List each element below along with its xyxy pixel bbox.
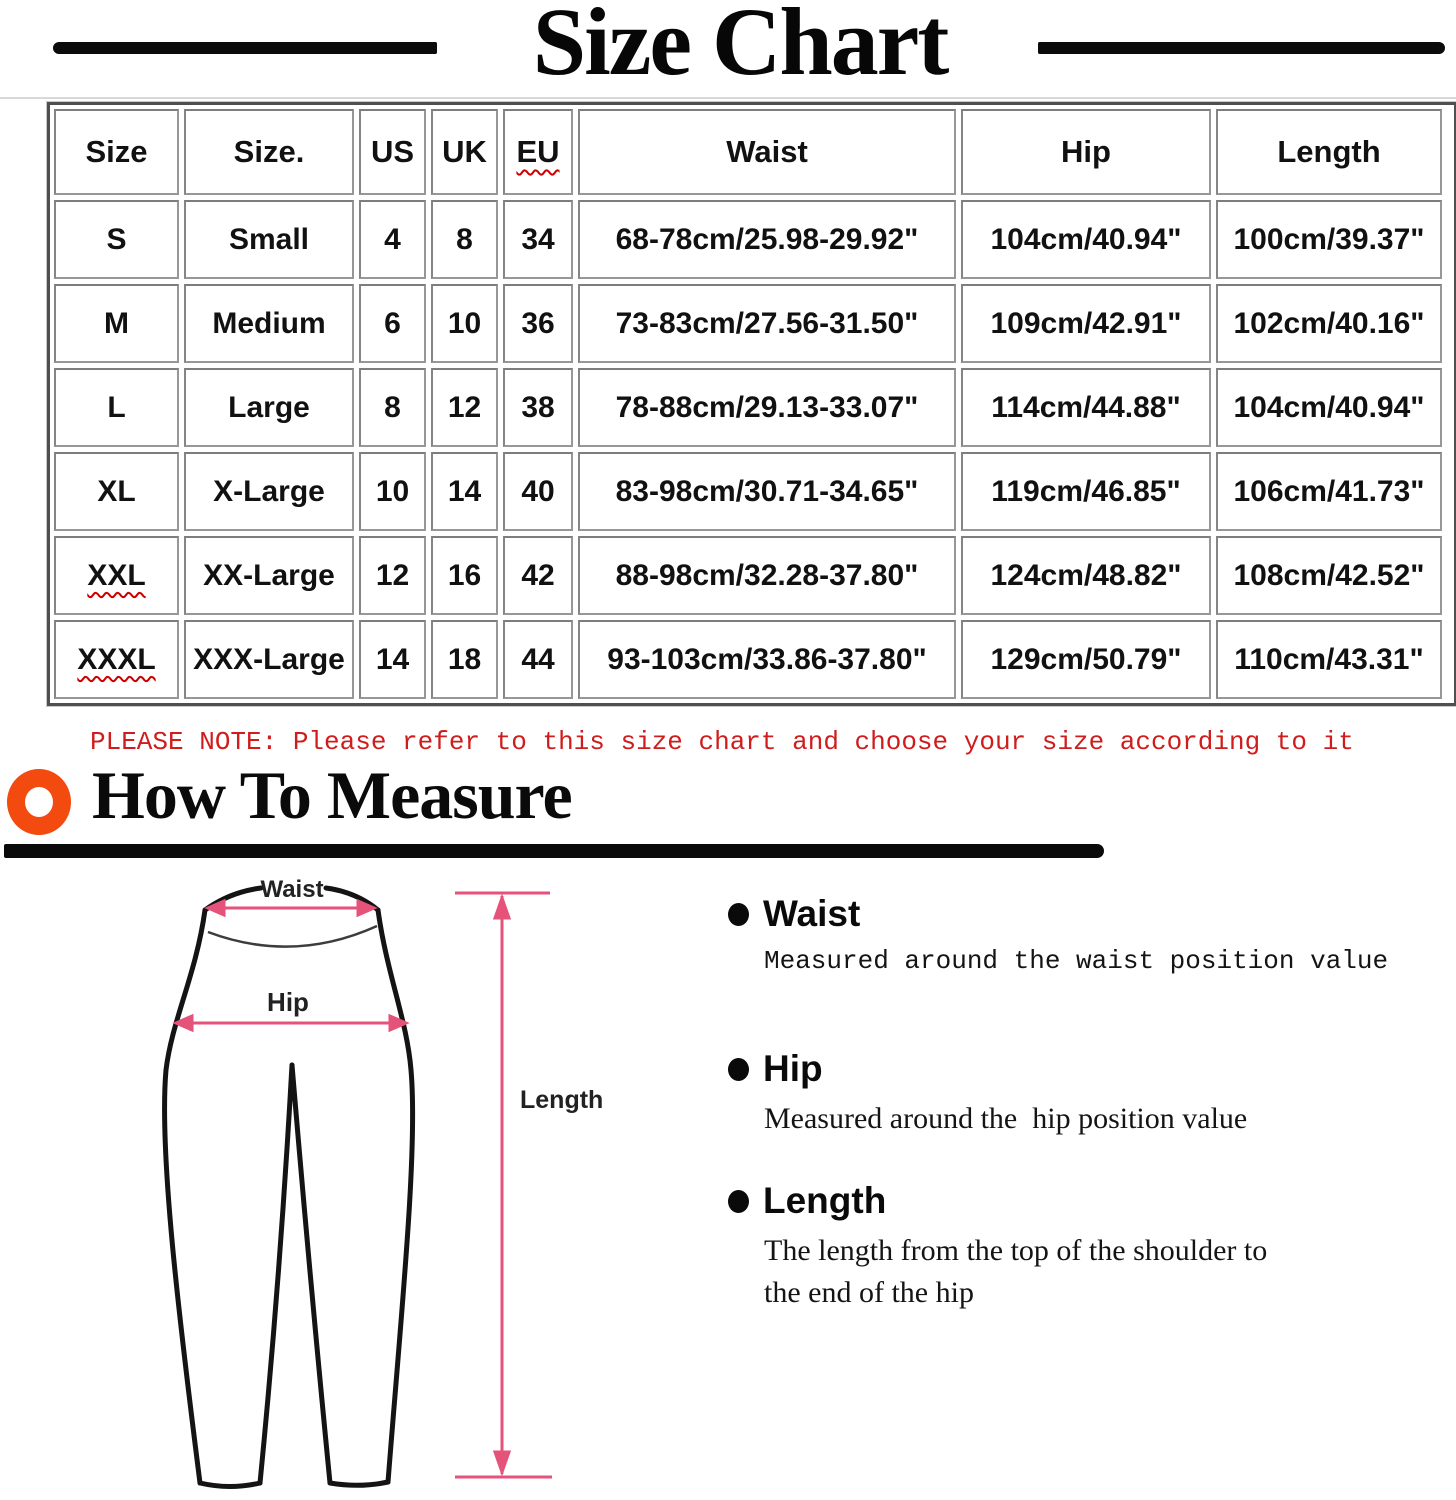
measure-item-label: Length [763,1180,887,1221]
column-header-size: Size [54,109,179,195]
column-header-hip: Hip [961,109,1211,195]
table-cell: 68-78cm/25.98-29.92" [578,200,956,279]
measure-item-hip: Hip Measured around the hip position val… [728,1048,1428,1140]
table-cell: 14 [359,620,426,699]
table-cell: XL [54,452,179,531]
diagram-waist-label: Waist [260,876,323,903]
table-cell: L [54,368,179,447]
table-cell: 119cm/46.85" [961,452,1211,531]
table-cell: XXX-Large [184,620,354,699]
table-cell: X-Large [184,452,354,531]
table-cell: 42 [503,536,573,615]
table-cell: Small [184,200,354,279]
table-cell: 18 [431,620,498,699]
measure-item-description: Measured around the waist position value [764,946,1389,976]
measure-item-length: Length The length from the top of the sh… [728,1180,1428,1314]
bullet-icon [728,1189,749,1213]
table-cell: 10 [431,284,498,363]
table-cell: Large [184,368,354,447]
table-cell: 12 [359,536,426,615]
waistband-line [207,924,378,948]
measure-item-label: Waist [763,893,861,934]
ring-icon [7,769,71,835]
table-cell: 14 [431,452,498,531]
table-cell: 110cm/43.31" [1216,620,1442,699]
table-cell: 10 [359,452,426,531]
title-left-bar [53,42,437,54]
table-cell: 93-103cm/33.86-37.80" [578,620,956,699]
table-cell: 88-98cm/32.28-37.80" [578,536,956,615]
table-cell: S [54,200,179,279]
column-header-length: Length [1216,109,1442,195]
column-header-uk: UK [431,109,498,195]
column-header-waist: Waist [578,109,956,195]
table-cell: 8 [431,200,498,279]
page-title: Size Chart [532,0,950,95]
table-cell: 34 [503,200,573,279]
table-cell: 78-88cm/29.13-33.07" [578,368,956,447]
measure-item-waist: Waist Measured around the waist position… [728,893,1428,979]
table-cell: 44 [503,620,573,699]
table-cell: M [54,284,179,363]
table-cell: 16 [431,536,498,615]
pants-measurement-diagram: Waist Hip Length [162,876,603,1489]
table-cell: 129cm/50.79" [961,620,1211,699]
column-header-size-name: Size. [184,109,354,195]
diagram-length-label: Length [520,1086,603,1114]
table-cell: XX-Large [184,536,354,615]
size-chart-table: Size Size. US UK EU Waist Hip Length S S… [46,101,1456,707]
table-cell: 73-83cm/27.56-31.50" [578,284,956,363]
table-cell: 36 [503,284,573,363]
table-cell: 12 [431,368,498,447]
measure-item-description: Measured around the hip position value [764,1102,1248,1135]
bullet-icon [728,902,749,926]
table-cell: 83-98cm/30.71-34.65" [578,452,956,531]
title-divider [0,97,1456,99]
measurement-arrows [172,891,552,1479]
measure-item-description: The length from the top of the shoulder … [764,1234,1268,1309]
how-to-measure-divider [4,844,1104,858]
table-cell: XXL [54,536,179,615]
column-header-eu: EU [503,109,573,195]
how-to-measure-title: How To Measure [92,757,573,833]
table-cell: 108cm/42.52" [1216,536,1442,615]
table-cell: 38 [503,368,573,447]
table-cell: 100cm/39.37" [1216,200,1442,279]
table-cell: 109cm/42.91" [961,284,1211,363]
table-cell: 124cm/48.82" [961,536,1211,615]
size-note: PLEASE NOTE: Please refer to this size c… [90,727,1354,757]
table-cell: XXXL [54,620,179,699]
title-right-bar [1038,42,1445,54]
pants-outline [162,885,416,1489]
table-cell: 106cm/41.73" [1216,452,1442,531]
measure-item-label: Hip [763,1048,823,1089]
table-cell: 104cm/40.94" [961,200,1211,279]
table-cell: 104cm/40.94" [1216,368,1442,447]
table-cell: 102cm/40.16" [1216,284,1442,363]
table-cell: 6 [359,284,426,363]
bullet-icon [728,1057,749,1081]
table-cell: 114cm/44.88" [961,368,1211,447]
table-cell: 8 [359,368,426,447]
table-cell: 40 [503,452,573,531]
table-cell: Medium [184,284,354,363]
diagram-hip-label: Hip [267,987,309,1017]
column-header-us: US [359,109,426,195]
table-cell: 4 [359,200,426,279]
